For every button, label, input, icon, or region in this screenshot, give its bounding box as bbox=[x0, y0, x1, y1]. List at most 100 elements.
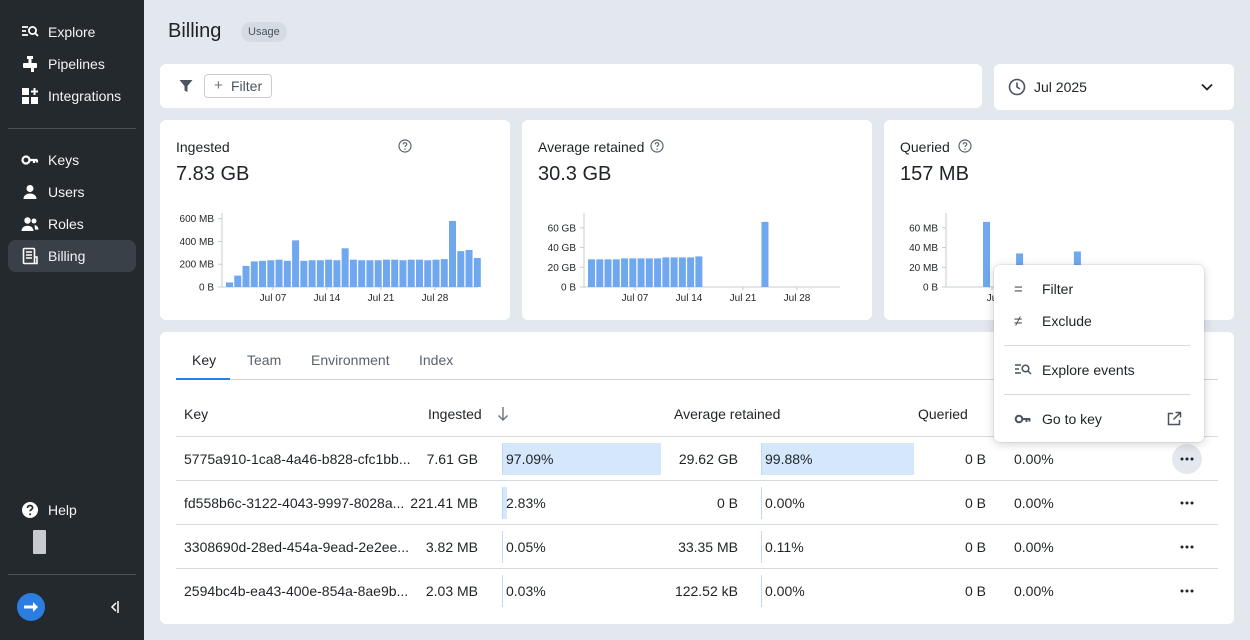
plus-icon: + bbox=[214, 77, 223, 94]
table-row[interactable]: 5775a910-1ca8-4a46-b828-cfc1bb... 7.61 G… bbox=[176, 436, 1218, 480]
sidebar-item-help[interactable]: Help bbox=[8, 494, 136, 526]
sidebar-item-label: Billing bbox=[48, 248, 86, 264]
ingested-chart: 600 MB 400 MB 200 MB 0 B Jul 07 Jul 14 Jul 21 J… bbox=[180, 213, 481, 304]
help-icon[interactable] bbox=[398, 139, 412, 153]
bar bbox=[325, 259, 333, 287]
tab-environment[interactable]: Environment bbox=[311, 352, 390, 368]
bar bbox=[604, 259, 612, 287]
row-actions-button[interactable] bbox=[1172, 576, 1202, 606]
bar bbox=[391, 259, 399, 287]
cell-queried-pct: 0.00% bbox=[1014, 495, 1054, 511]
cell-ingested: 3.82 MB bbox=[425, 539, 478, 555]
bar bbox=[242, 265, 250, 287]
x-tick-label: Jul 14 bbox=[676, 293, 703, 304]
cell-queried: 0 B bbox=[964, 495, 986, 511]
chevron-down-icon bbox=[1201, 83, 1213, 91]
tab-team[interactable]: Team bbox=[247, 352, 282, 368]
table-row[interactable]: 3308690d-28ed-454a-9ead-2e2ee... 3.82 MB… bbox=[176, 524, 1218, 568]
tab-key[interactable]: Key bbox=[192, 352, 217, 368]
pipelines-icon bbox=[23, 56, 37, 72]
sidebar-item-integrations[interactable]: Integrations bbox=[8, 80, 136, 112]
column-header-key[interactable]: Key bbox=[184, 406, 209, 422]
date-picker[interactable]: Jul 2025 bbox=[994, 64, 1234, 110]
cell-key[interactable]: fd558b6c-3122-4043-9997-8028a... bbox=[184, 495, 405, 511]
sidebar-item-users[interactable]: Users bbox=[8, 176, 136, 208]
help-icon[interactable] bbox=[650, 139, 664, 153]
bar bbox=[275, 259, 283, 287]
row-actions-button[interactable] bbox=[1172, 488, 1202, 518]
collapse-sidebar-button[interactable] bbox=[106, 597, 122, 617]
retained-share-bar: 0.00% bbox=[761, 575, 914, 607]
funnel-icon bbox=[179, 80, 193, 92]
bar bbox=[333, 260, 341, 287]
sidebar-item-billing[interactable]: Billing bbox=[8, 240, 136, 272]
cell-queried: 0 B bbox=[964, 451, 986, 467]
sidebar: Explore Pipelines Integrations Keys User… bbox=[0, 0, 144, 640]
bar bbox=[424, 260, 432, 287]
bar bbox=[983, 221, 991, 287]
menu-item-explore-events[interactable]: Explore events bbox=[994, 354, 1204, 386]
help-icon[interactable] bbox=[958, 139, 972, 153]
menu-item-filter[interactable]: = Filter bbox=[994, 273, 1204, 305]
cell-ingested-pct: 2.83% bbox=[506, 495, 546, 511]
clock-icon bbox=[1008, 78, 1026, 96]
bar bbox=[234, 275, 242, 287]
sidebar-item-keys[interactable]: Keys bbox=[8, 144, 136, 176]
avatar[interactable] bbox=[33, 530, 46, 554]
cell-average-retained: 33.35 MB bbox=[678, 539, 738, 555]
row-actions-button[interactable] bbox=[1172, 444, 1202, 474]
tab-index[interactable]: Index bbox=[419, 352, 454, 368]
add-filter-button[interactable]: + Filter bbox=[204, 74, 273, 98]
column-header-average-retained[interactable]: Average retained bbox=[674, 406, 781, 422]
bar bbox=[382, 259, 390, 287]
bar bbox=[308, 260, 316, 287]
ingested-share-bar: 0.03% bbox=[502, 575, 666, 607]
cell-average-retained: 29.62 GB bbox=[678, 451, 738, 467]
sidebar-item-label: Pipelines bbox=[48, 56, 105, 72]
bar bbox=[662, 257, 670, 287]
row-actions-button[interactable] bbox=[1172, 532, 1202, 562]
bar bbox=[259, 260, 267, 287]
more-horizontal-icon bbox=[1180, 545, 1194, 549]
cell-key[interactable]: 2594bc4b-ea43-400e-854a-8ae9b... bbox=[184, 583, 409, 599]
sidebar-item-roles[interactable]: Roles bbox=[8, 208, 136, 240]
card-value: 7.83 GB bbox=[176, 163, 250, 185]
ingested-share-bar: 2.83% bbox=[502, 487, 666, 519]
retained-share-bar: 0.00% bbox=[761, 487, 914, 519]
cell-queried-pct: 0.00% bbox=[1014, 539, 1054, 555]
bar bbox=[407, 259, 415, 287]
logo-button[interactable] bbox=[17, 593, 45, 621]
sidebar-item-label: Help bbox=[48, 502, 77, 518]
bar bbox=[457, 251, 465, 287]
sidebar-item-label: Roles bbox=[48, 216, 84, 232]
bar-baseline bbox=[502, 575, 503, 607]
date-picker-value: Jul 2025 bbox=[1034, 79, 1087, 95]
cell-retained-pct: 0.00% bbox=[765, 495, 805, 511]
table-row[interactable]: fd558b6c-3122-4043-9997-8028a... 221.41 … bbox=[176, 480, 1218, 524]
sort-descending-icon[interactable] bbox=[497, 406, 509, 422]
bar bbox=[465, 250, 473, 287]
bar bbox=[300, 260, 308, 287]
y-tick-label: 40 MB bbox=[909, 243, 938, 254]
sidebar-item-explore[interactable]: Explore bbox=[8, 16, 136, 48]
active-tab-indicator bbox=[176, 378, 230, 380]
table-row[interactable]: 2594bc4b-ea43-400e-854a-8ae9b... 2.03 MB… bbox=[176, 568, 1218, 612]
cell-key[interactable]: 5775a910-1ca8-4a46-b828-cfc1bb... bbox=[184, 451, 411, 467]
cell-key[interactable]: 3308690d-28ed-454a-9ead-2e2ee... bbox=[184, 539, 409, 555]
cell-queried-pct: 0.00% bbox=[1014, 451, 1054, 467]
filter-bar: + Filter bbox=[160, 64, 982, 108]
user-icon bbox=[23, 185, 37, 199]
bar-baseline bbox=[502, 487, 503, 519]
x-tick-label: Jul 07 bbox=[260, 293, 287, 304]
bar bbox=[226, 282, 233, 287]
bar bbox=[637, 258, 645, 287]
menu-item-go-to-key[interactable]: Go to key bbox=[994, 403, 1204, 435]
column-header-ingested[interactable]: Ingested bbox=[428, 406, 482, 422]
bar-baseline bbox=[761, 487, 762, 519]
column-header-queried[interactable]: Queried bbox=[918, 406, 968, 422]
bar bbox=[415, 259, 423, 287]
sidebar-divider bbox=[8, 128, 136, 129]
sidebar-item-pipelines[interactable]: Pipelines bbox=[8, 48, 136, 80]
bar bbox=[366, 260, 374, 287]
menu-item-exclude[interactable]: ≠ Exclude bbox=[994, 305, 1204, 337]
